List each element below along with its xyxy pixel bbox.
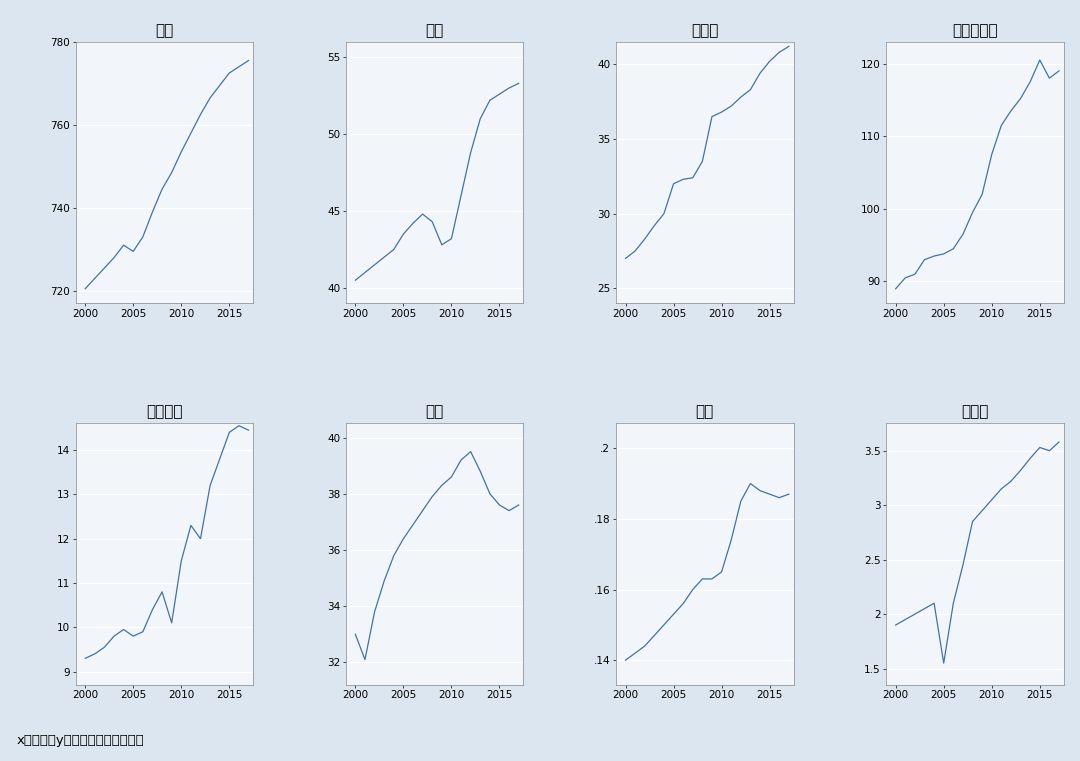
Title: 印度尼西亚: 印度尼西亚 [953, 23, 998, 38]
Title: 越南: 越南 [426, 23, 444, 38]
Text: x：年份；y：就业人口（百万人）: x：年份；y：就业人口（百万人） [16, 734, 144, 747]
Title: 文莱: 文莱 [696, 405, 714, 419]
Title: 泰国: 泰国 [426, 405, 444, 419]
Title: 新加坡: 新加坡 [961, 405, 988, 419]
Title: 菲律宾: 菲律宾 [691, 23, 718, 38]
Title: 中国: 中国 [156, 23, 174, 38]
Title: 马来西亚: 马来西亚 [146, 405, 183, 419]
